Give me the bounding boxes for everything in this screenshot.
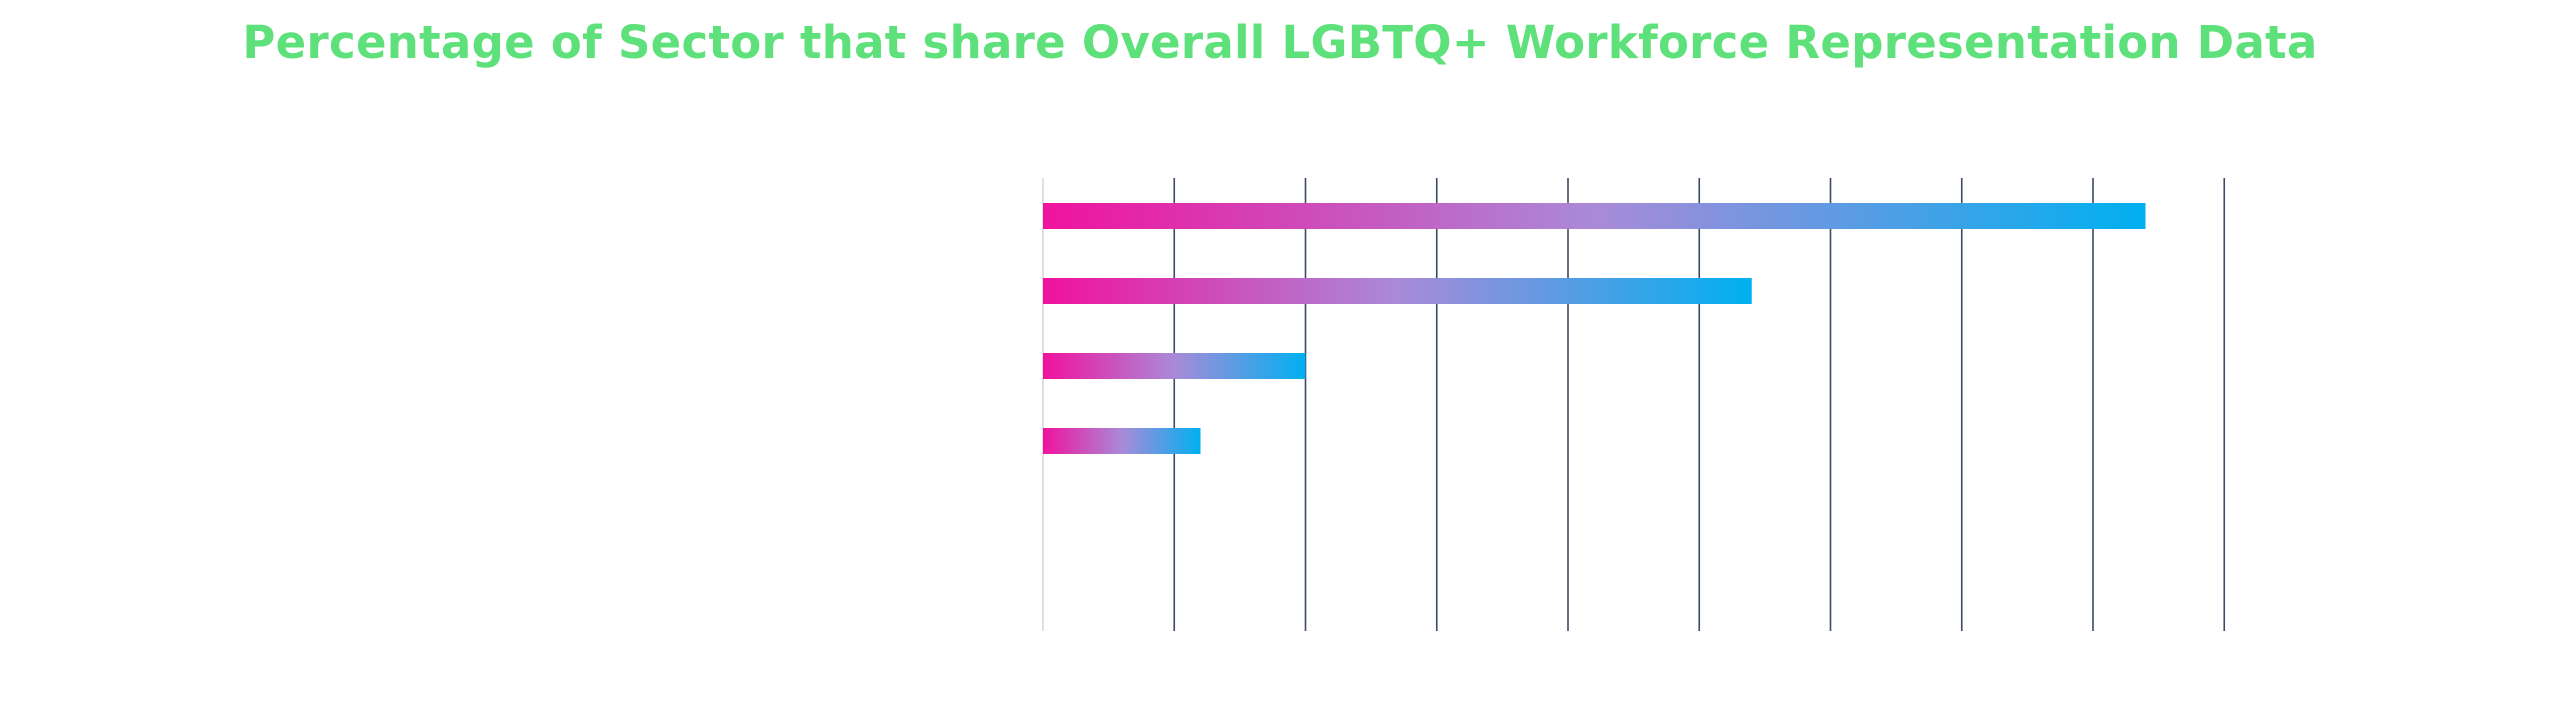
bar [1043, 428, 1201, 454]
gridlines [1042, 178, 2226, 631]
bar [1043, 203, 2146, 229]
bars [1043, 203, 2146, 454]
chart-title: Percentage of Sector that share Overall … [242, 16, 2318, 69]
bar [1043, 353, 1306, 379]
bar [1043, 278, 1752, 304]
